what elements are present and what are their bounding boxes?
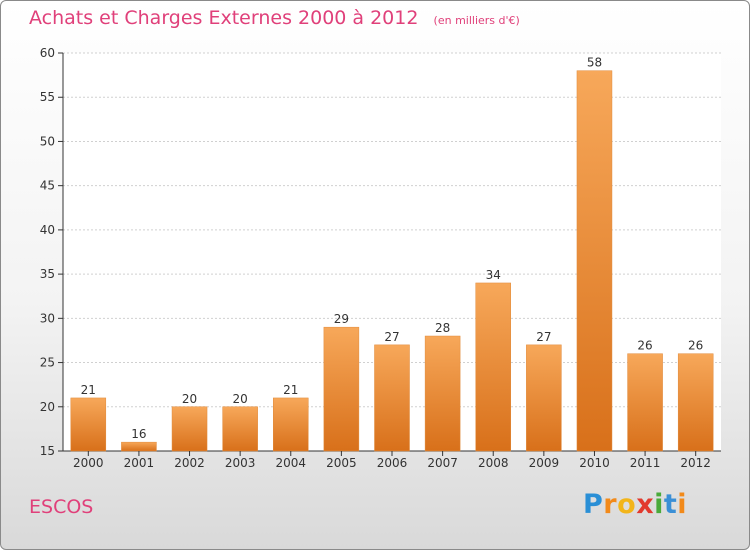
x-tick-label: 2009 bbox=[529, 456, 560, 470]
bar-2012 bbox=[677, 353, 714, 452]
bar-2010 bbox=[576, 70, 613, 452]
bar-2009 bbox=[526, 344, 562, 452]
y-tick-label: 25 bbox=[40, 356, 55, 370]
data-label: 21 bbox=[81, 383, 96, 397]
chart-title: Achats et Charges Externes 2000 à 2012 bbox=[29, 7, 419, 29]
data-label: 28 bbox=[435, 321, 450, 335]
data-label: 20 bbox=[182, 392, 197, 406]
x-tick-label: 2003 bbox=[225, 456, 256, 470]
y-tick-label: 20 bbox=[40, 400, 55, 414]
data-label: 29 bbox=[334, 312, 349, 326]
y-tick-label: 45 bbox=[40, 179, 55, 193]
commune-name: ESCOS bbox=[29, 496, 94, 518]
data-label: 58 bbox=[587, 56, 602, 70]
chart-subtitle: (en milliers d'€) bbox=[433, 14, 520, 27]
bar-2006 bbox=[374, 344, 410, 452]
logo-letter: o bbox=[617, 489, 637, 520]
bar-2002 bbox=[171, 406, 208, 452]
x-tick-label: 2010 bbox=[579, 456, 610, 470]
logo-letter: i bbox=[677, 489, 688, 520]
y-tick-label: 50 bbox=[40, 134, 55, 148]
data-label: 34 bbox=[486, 268, 501, 282]
x-tick-label: 2004 bbox=[275, 456, 306, 470]
x-tick-label: 2007 bbox=[427, 456, 458, 470]
data-label: 16 bbox=[131, 427, 146, 441]
bar-2001 bbox=[121, 441, 157, 452]
logo-letter: t bbox=[663, 489, 678, 520]
data-label: 26 bbox=[637, 339, 652, 353]
x-tick-label: 2005 bbox=[326, 456, 357, 470]
logo-letter: x bbox=[636, 489, 655, 520]
proxiti-logo: Proxiti bbox=[583, 489, 687, 520]
y-tick-label: 30 bbox=[40, 311, 55, 325]
logo-letter: r bbox=[603, 489, 618, 520]
y-tick-label: 40 bbox=[40, 223, 55, 237]
logo-letter: P bbox=[583, 489, 604, 520]
y-tick-label: 55 bbox=[40, 90, 55, 104]
x-tick-label: 2011 bbox=[630, 456, 661, 470]
y-tick-label: 35 bbox=[40, 267, 55, 281]
x-tick-label: 2002 bbox=[174, 456, 205, 470]
x-tick-label: 2000 bbox=[73, 456, 104, 470]
data-label: 20 bbox=[233, 392, 248, 406]
bar-2005 bbox=[323, 326, 360, 452]
logo-letter: i bbox=[654, 489, 664, 520]
bar-2003 bbox=[222, 406, 258, 452]
x-tick-label: 2006 bbox=[377, 456, 408, 470]
data-label: 26 bbox=[688, 339, 703, 353]
data-label: 27 bbox=[384, 330, 399, 344]
title-row: Achats et Charges Externes 2000 à 2012 (… bbox=[29, 7, 520, 29]
data-label: 27 bbox=[536, 330, 551, 344]
bar-2004 bbox=[273, 397, 309, 452]
y-tick-label: 15 bbox=[40, 444, 55, 458]
bar-2000 bbox=[70, 397, 107, 452]
y-tick-label: 60 bbox=[40, 46, 55, 60]
bar-2007 bbox=[424, 335, 461, 452]
x-tick-label: 2001 bbox=[124, 456, 155, 470]
x-tick-label: 2008 bbox=[478, 456, 509, 470]
bar-2008 bbox=[475, 282, 511, 452]
x-tick-label: 2012 bbox=[680, 456, 711, 470]
data-label: 21 bbox=[283, 383, 298, 397]
bar-2011 bbox=[627, 353, 663, 452]
